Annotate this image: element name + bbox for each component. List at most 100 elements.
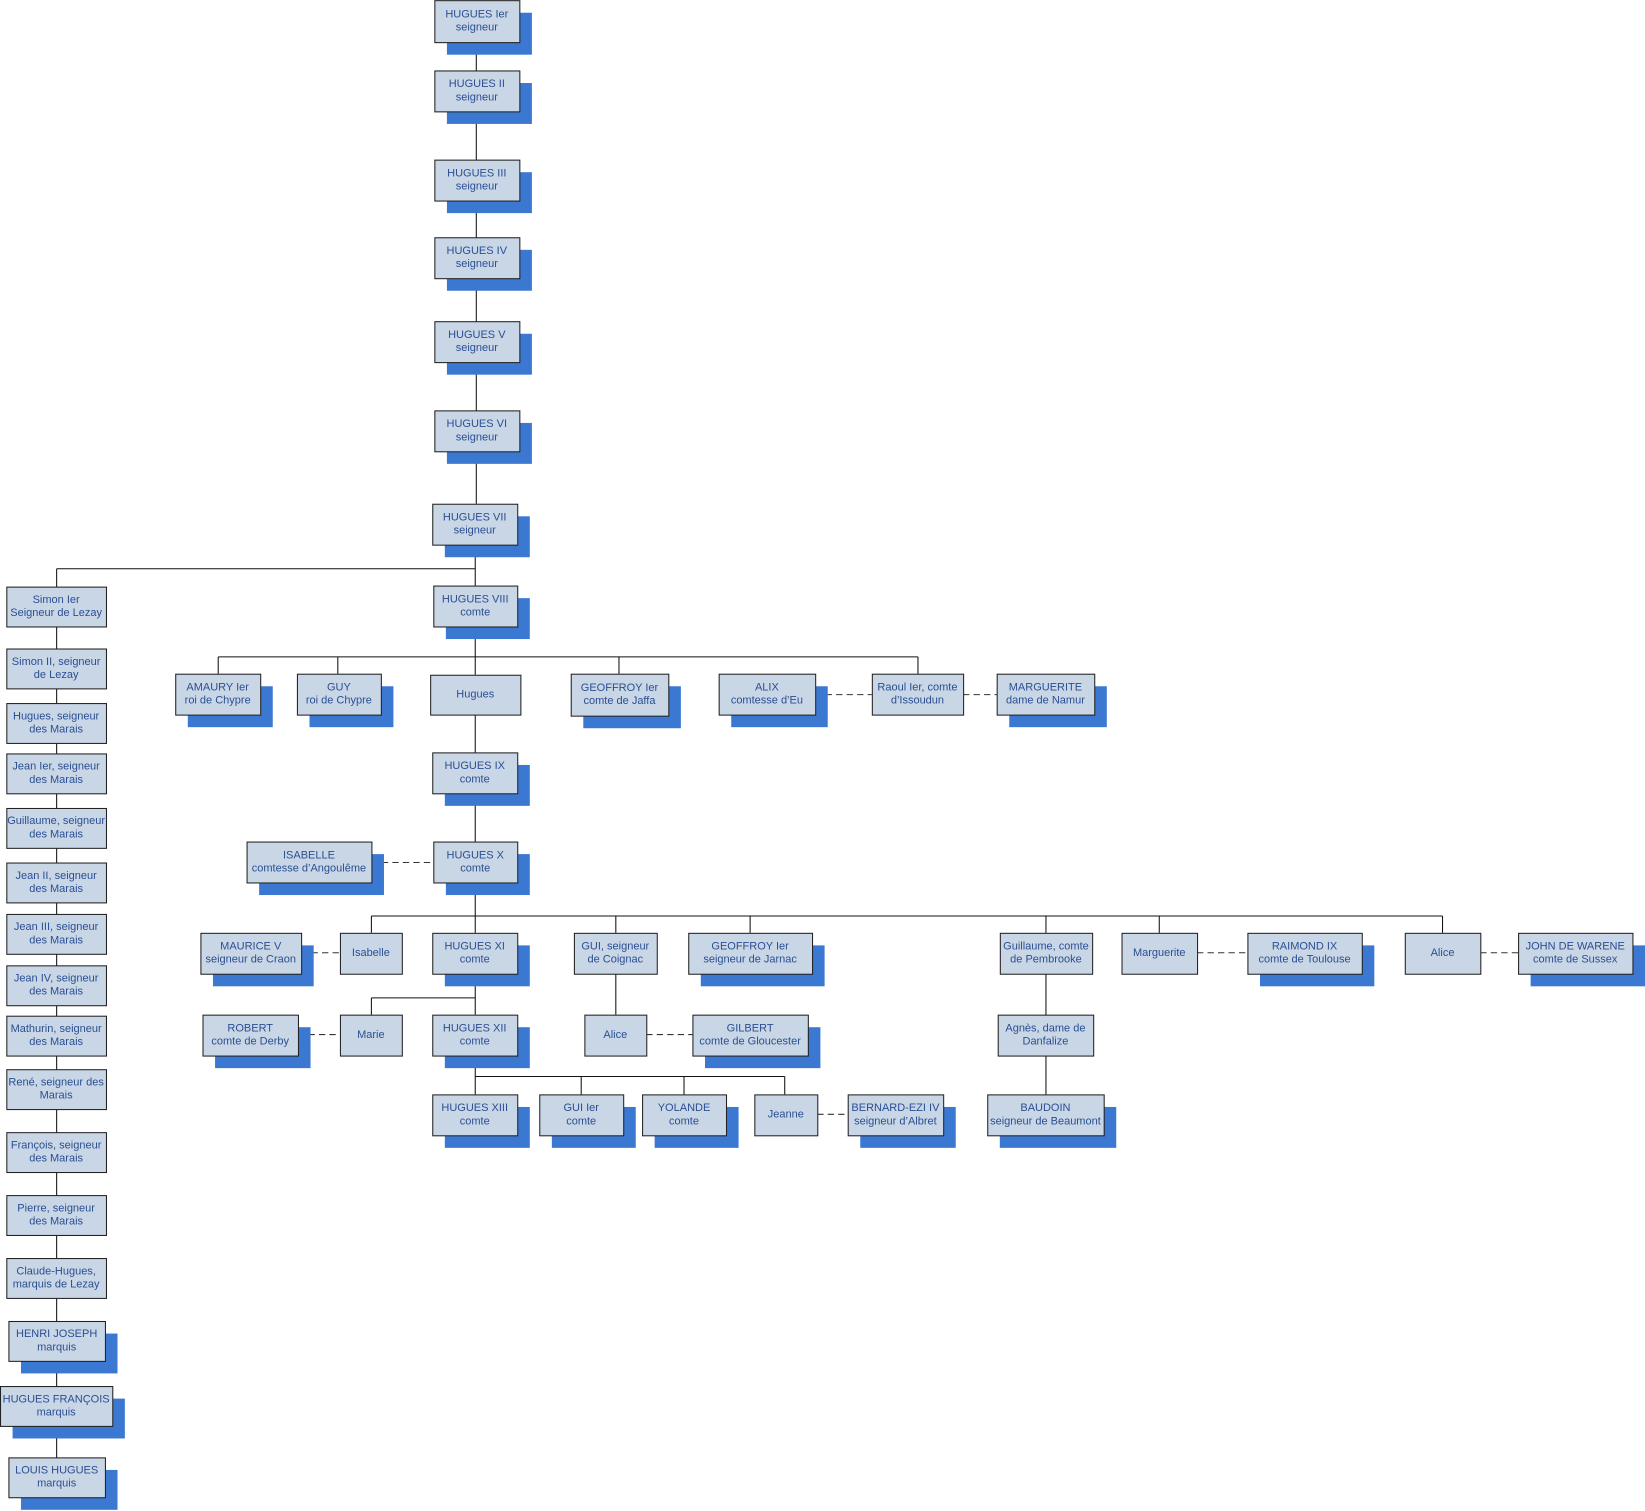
node-label: de Coignac bbox=[587, 954, 643, 966]
node-label: HUGUES IX bbox=[444, 760, 505, 772]
node-label: comte de Jaffa bbox=[584, 695, 657, 707]
node-box bbox=[8, 1457, 106, 1499]
node-label: René, seigneur des bbox=[8, 1076, 104, 1088]
node-label: marquis bbox=[37, 1406, 77, 1418]
node-box bbox=[997, 1014, 1095, 1057]
node-box bbox=[847, 1094, 945, 1137]
node-box bbox=[6, 862, 108, 904]
node-box bbox=[6, 1258, 108, 1299]
node-box bbox=[246, 841, 373, 884]
node-label: HUGUES XI bbox=[444, 941, 505, 953]
node-box bbox=[871, 673, 965, 716]
node-label: roi de Chypre bbox=[185, 695, 251, 707]
node-box bbox=[432, 1014, 519, 1057]
node-box bbox=[999, 932, 1094, 975]
node-box bbox=[6, 1069, 108, 1111]
node-label: comte de Derby bbox=[211, 1036, 289, 1048]
node-label: Hugues bbox=[456, 689, 494, 701]
node-label: RAIMOND IX bbox=[1272, 941, 1338, 953]
node-label: JOHN DE WARENE bbox=[1526, 941, 1625, 953]
node-label: Jeanne bbox=[768, 1109, 804, 1121]
node-box bbox=[339, 932, 403, 975]
node-label: LOUIS HUGUES bbox=[15, 1465, 98, 1477]
node-box bbox=[573, 932, 658, 975]
node-label: HUGUES IV bbox=[447, 245, 508, 257]
node-label: Raoul Ier, comte bbox=[877, 681, 957, 693]
node-box bbox=[6, 586, 108, 628]
node-label: seigneur bbox=[456, 91, 499, 103]
node-label: Agnès, dame de bbox=[1005, 1022, 1085, 1034]
node-label: comte de Gloucester bbox=[699, 1036, 801, 1048]
node-label: François, seigneur bbox=[11, 1139, 102, 1151]
node-label: comte bbox=[566, 1115, 596, 1127]
node-label: HUGUES VIII bbox=[442, 593, 509, 605]
node-label: des Marais bbox=[29, 934, 83, 946]
node-label: HUGUES Ier bbox=[445, 8, 508, 20]
node-label: Seigneur de Lezay bbox=[10, 607, 102, 619]
node-label: seigneur de Jarnac bbox=[703, 954, 797, 966]
node-box bbox=[692, 1014, 809, 1057]
person-node: Agnès, dame de Danfalize bbox=[997, 1014, 1095, 1057]
node-label: d’Issoudun bbox=[891, 695, 944, 707]
node-box bbox=[430, 674, 522, 716]
node-label: HUGUES FRANÇOIS bbox=[3, 1393, 110, 1405]
node-label: des Marais bbox=[29, 883, 83, 895]
node-label: ISABELLE bbox=[283, 849, 335, 861]
person-node: Marguerite bbox=[1121, 932, 1199, 975]
person-node: Hugues bbox=[430, 674, 522, 716]
node-label: HUGUES V bbox=[448, 329, 506, 341]
node-box bbox=[688, 932, 814, 975]
node-box bbox=[434, 237, 521, 280]
node-box bbox=[175, 673, 262, 716]
node-label: Marguerite bbox=[1133, 947, 1186, 959]
node-label: Alice bbox=[1431, 947, 1455, 959]
node-box bbox=[6, 807, 108, 849]
node-label: GUY bbox=[327, 681, 352, 693]
node-label: Marie bbox=[357, 1029, 385, 1041]
node-box bbox=[432, 752, 519, 795]
node-label: marquis bbox=[37, 1478, 77, 1490]
node-label: HUGUES VI bbox=[447, 418, 508, 430]
node-label: des Marais bbox=[29, 723, 83, 735]
person-node: ALIX comtesse d’Eu bbox=[718, 673, 828, 728]
node-box bbox=[296, 673, 382, 716]
person-node: Alice bbox=[584, 1014, 648, 1057]
node-box bbox=[6, 648, 108, 690]
node-label: seigneur d’Albret bbox=[854, 1115, 937, 1127]
node-box bbox=[339, 1014, 403, 1057]
node-label: Claude-Hugues, bbox=[16, 1265, 96, 1277]
node-label: Pierre, seigneur bbox=[17, 1202, 95, 1214]
node-label: comte bbox=[460, 954, 490, 966]
node-label: Isabelle bbox=[352, 947, 390, 959]
node-label: Simon II, seigneur bbox=[12, 656, 101, 668]
node-box bbox=[584, 1014, 648, 1057]
node-label: des Marais bbox=[29, 1153, 83, 1165]
node-box bbox=[432, 503, 519, 546]
person-node: René, seigneur des Marais bbox=[6, 1069, 108, 1111]
node-label: HUGUES III bbox=[447, 167, 506, 179]
node-label: GEOFFROY Ier bbox=[711, 941, 789, 953]
node-box bbox=[642, 1094, 728, 1137]
node-label: HUGUES VII bbox=[443, 512, 507, 524]
node-label: comte de Toulouse bbox=[1258, 954, 1350, 966]
node-box bbox=[200, 932, 303, 975]
node-box bbox=[202, 1014, 299, 1057]
node-box bbox=[432, 1094, 519, 1137]
node-label: GILBERT bbox=[727, 1022, 774, 1034]
node-box bbox=[433, 585, 519, 628]
person-node: Marie bbox=[339, 1014, 403, 1057]
node-box bbox=[8, 1320, 106, 1362]
